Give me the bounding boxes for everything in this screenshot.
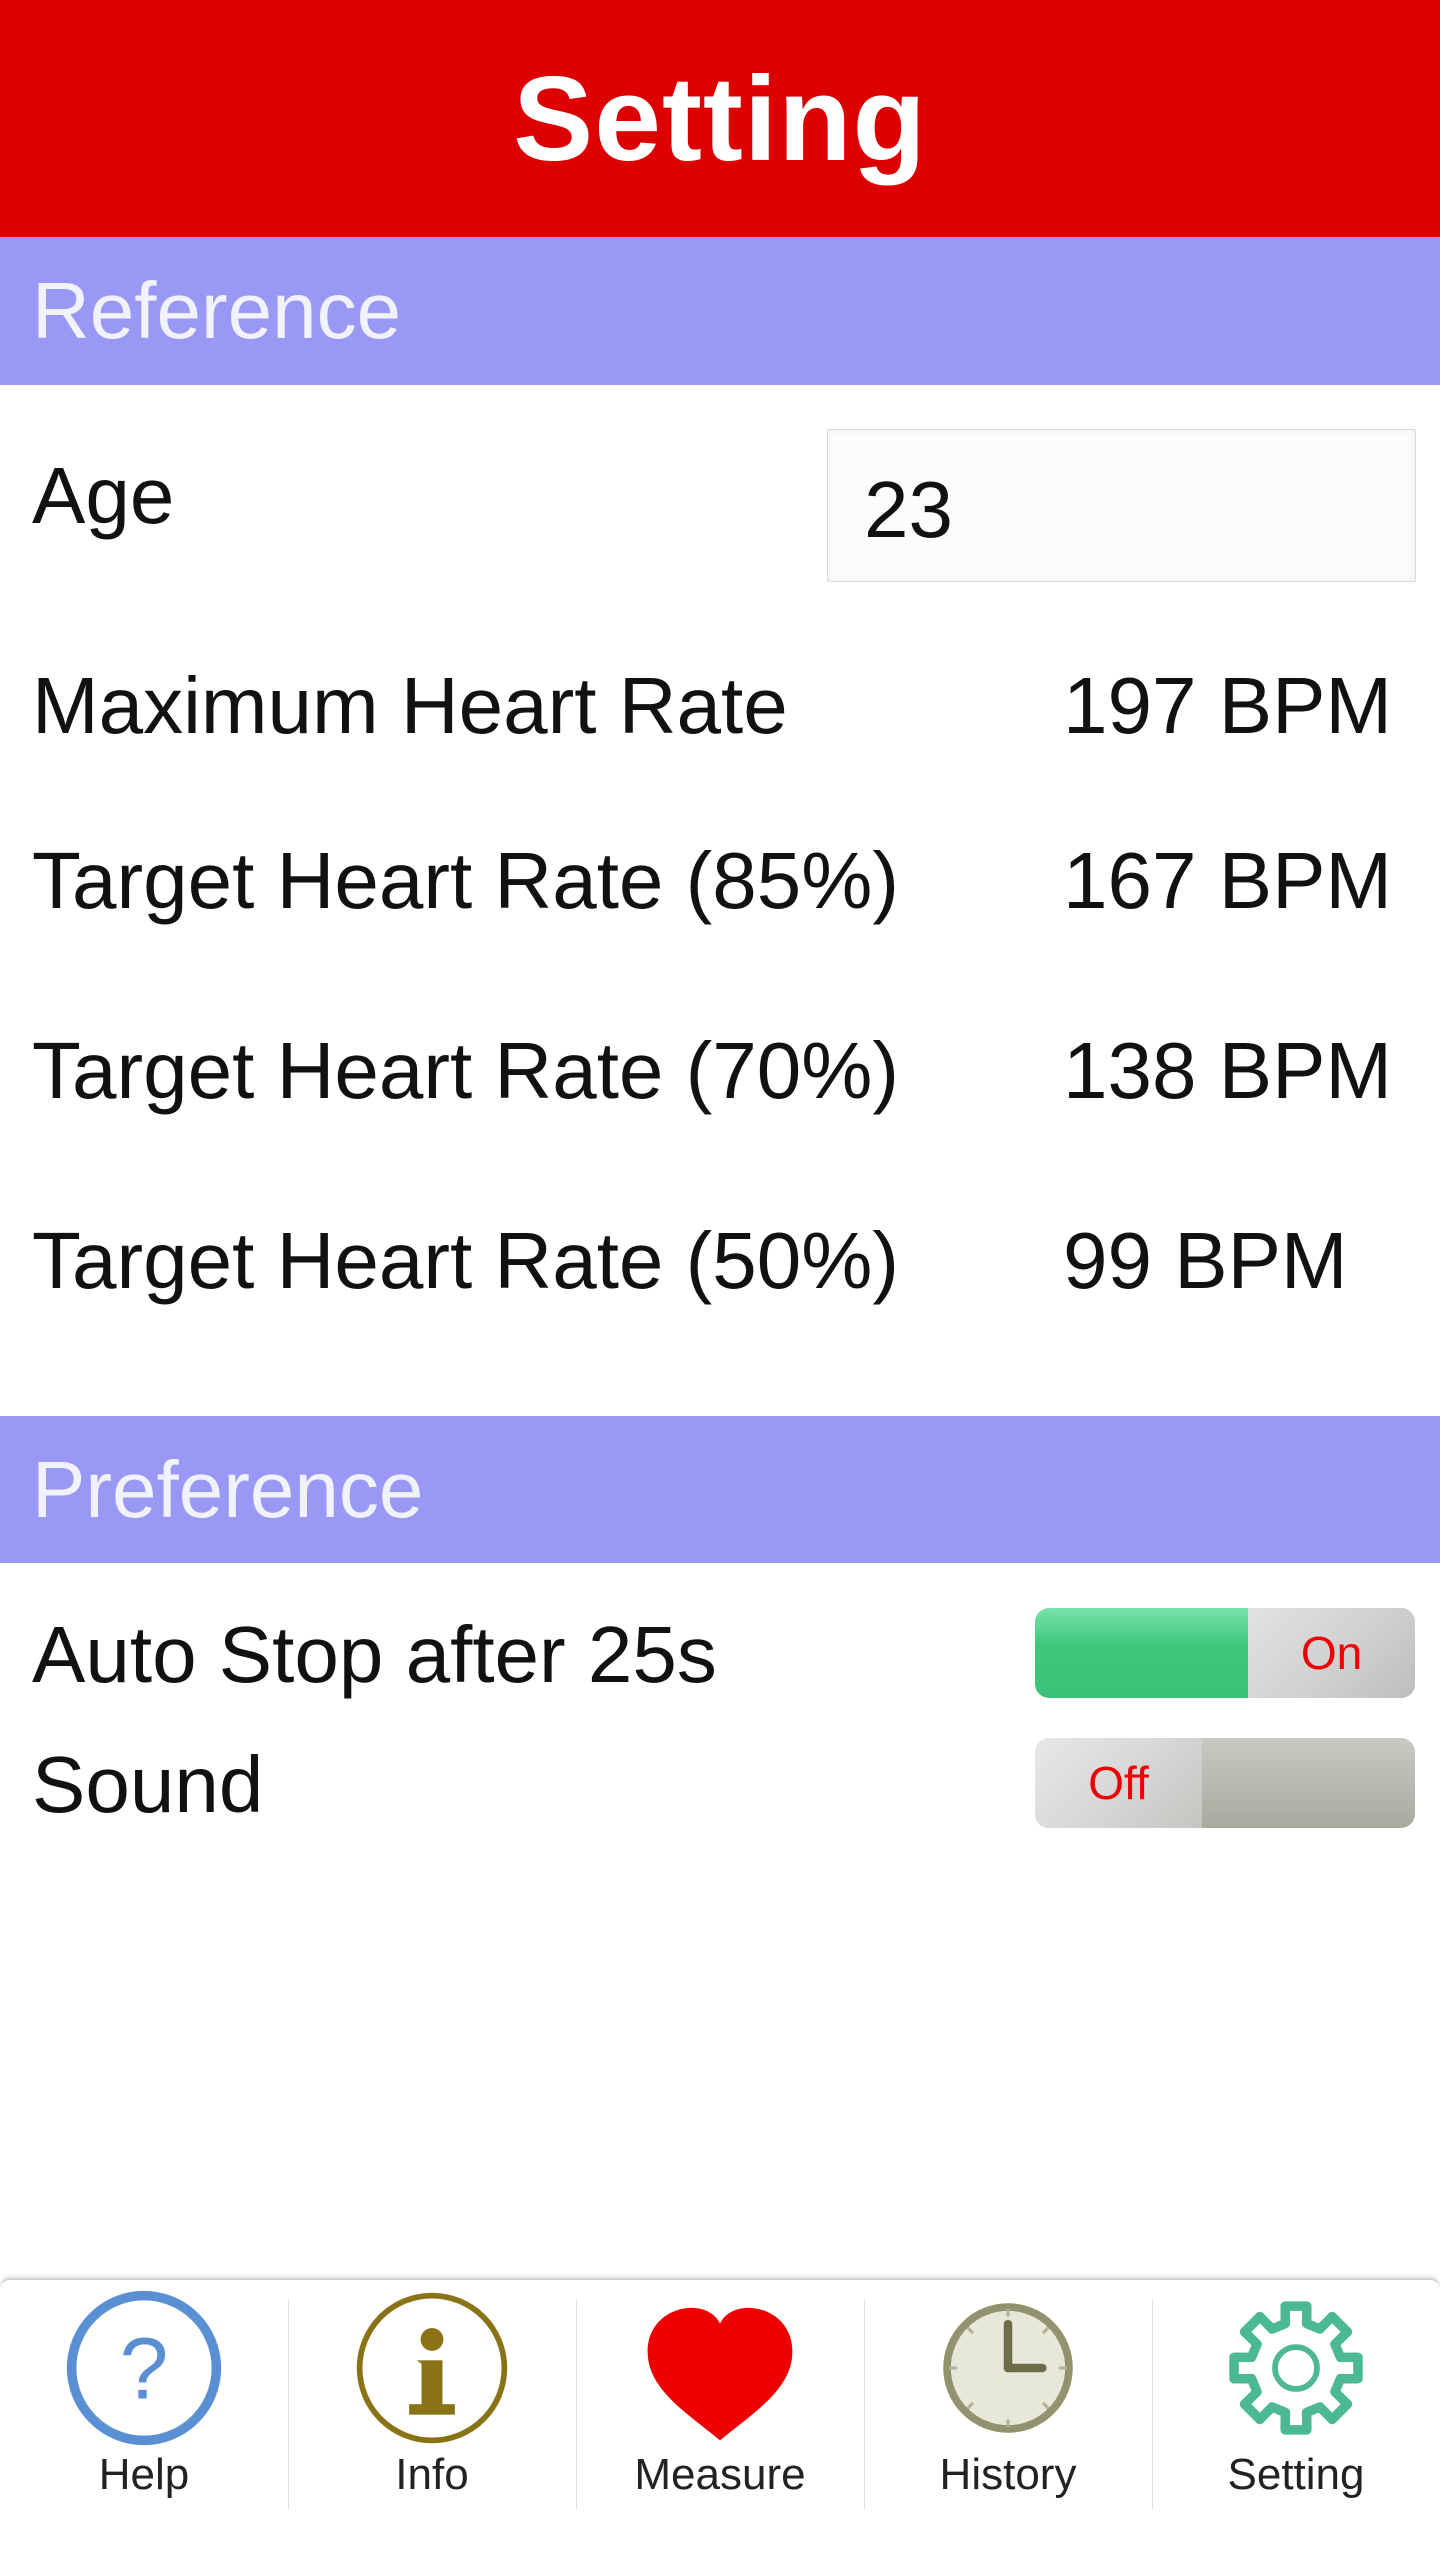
svg-text:?: ? (120, 2319, 169, 2417)
